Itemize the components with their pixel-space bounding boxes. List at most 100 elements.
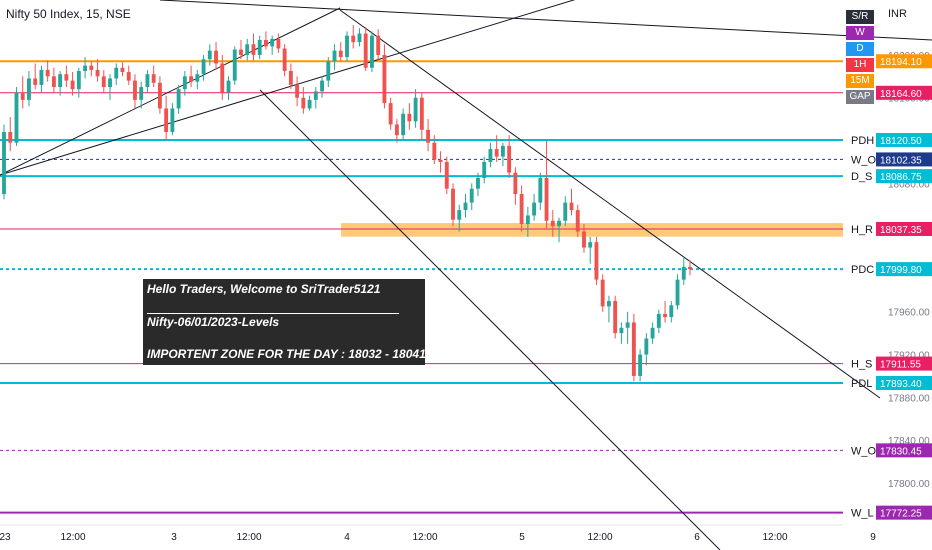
candle-body bbox=[232, 49, 237, 81]
candle-body bbox=[594, 242, 599, 280]
candle-body bbox=[463, 202, 468, 211]
candle-body bbox=[20, 92, 25, 100]
candle-body bbox=[332, 50, 337, 62]
candle-body bbox=[295, 84, 300, 98]
level-price-label: 18086.75 bbox=[880, 172, 922, 183]
candle-body bbox=[89, 65, 94, 70]
y-tick-label: 17920.00 bbox=[888, 351, 930, 362]
candle-body bbox=[494, 149, 499, 157]
toolbar-1h-button[interactable]: 1H bbox=[846, 58, 874, 72]
candle-body bbox=[326, 61, 331, 81]
candle-body bbox=[544, 177, 549, 221]
candle-body bbox=[625, 322, 630, 328]
candle-body bbox=[220, 63, 225, 93]
candle-body bbox=[613, 301, 618, 334]
candle-body bbox=[525, 215, 530, 224]
candle-body bbox=[370, 35, 374, 68]
candle-body bbox=[151, 74, 156, 83]
x-tick-label: 12:00 bbox=[412, 532, 437, 543]
candle-body bbox=[8, 131, 13, 143]
annotation-line-3: IMPORTENT ZONE FOR THE DAY : 18032 - 180… bbox=[147, 347, 426, 361]
x-tick-label: 12:00 bbox=[587, 532, 612, 543]
level-name-label: H_S bbox=[851, 359, 872, 371]
level-price-label: 17830.45 bbox=[880, 446, 922, 457]
level-price-tag bbox=[876, 85, 932, 100]
toolbar-sr-button[interactable]: S/R bbox=[846, 10, 874, 24]
x-tick-label: 4 bbox=[344, 532, 350, 543]
candle-body bbox=[301, 97, 306, 109]
toolbar-gap-button[interactable]: GAP bbox=[846, 90, 874, 104]
candle-body bbox=[195, 74, 200, 82]
candle-body bbox=[669, 305, 674, 318]
x-tick-label: 12:00 bbox=[236, 532, 261, 543]
level-price-tag bbox=[876, 505, 932, 520]
candle-body bbox=[376, 35, 381, 55]
candle-body bbox=[133, 80, 137, 100]
candle-body bbox=[64, 74, 69, 81]
x-tick-label: 12:00 bbox=[60, 532, 85, 543]
candle-body bbox=[76, 70, 81, 90]
candle-body bbox=[214, 50, 218, 64]
candle-body bbox=[108, 78, 112, 88]
candle-body bbox=[557, 220, 561, 227]
trendline bbox=[259, 89, 721, 550]
candle-body bbox=[600, 279, 605, 307]
level-price-label: 18102.35 bbox=[880, 155, 922, 166]
candle-body bbox=[14, 92, 19, 143]
candle-body bbox=[276, 38, 281, 49]
level-price-label: 18037.35 bbox=[880, 225, 922, 236]
candle-body bbox=[500, 145, 505, 157]
candle-body bbox=[45, 69, 50, 77]
toolbar-daily-button[interactable]: D bbox=[846, 42, 874, 56]
candle-body bbox=[569, 202, 574, 211]
candle-body bbox=[606, 301, 611, 307]
y-tick-label: 17880.00 bbox=[888, 393, 930, 404]
candle-body bbox=[563, 202, 568, 221]
level-price-tag bbox=[876, 262, 932, 277]
candle-body bbox=[413, 97, 418, 122]
candle-body bbox=[426, 129, 431, 143]
x-tick-label: 6 bbox=[694, 532, 700, 543]
candle-body bbox=[538, 177, 543, 203]
x-tick-label: 5 bbox=[519, 532, 525, 543]
candle-body bbox=[101, 76, 106, 88]
candle-body bbox=[407, 113, 412, 122]
trendline bbox=[159, 0, 932, 41]
candle-body bbox=[114, 67, 119, 79]
candle-body bbox=[263, 39, 268, 47]
level-price-tag bbox=[876, 356, 932, 371]
level-price-label: 18120.50 bbox=[880, 136, 922, 147]
level-price-tag bbox=[876, 443, 932, 458]
level-name-label: PDH bbox=[851, 135, 874, 147]
candle-body bbox=[313, 91, 318, 100]
candle-body bbox=[432, 142, 437, 160]
candle-body bbox=[257, 39, 262, 55]
level-price-label: 17999.80 bbox=[880, 265, 922, 276]
candle-body bbox=[239, 49, 243, 55]
x-tick-label: 3 bbox=[171, 532, 177, 543]
level-price-tag bbox=[876, 133, 932, 147]
candle-body bbox=[438, 159, 443, 162]
candle-body bbox=[382, 54, 387, 104]
candle-body bbox=[482, 161, 487, 178]
candle-body bbox=[126, 72, 131, 81]
candle-body bbox=[363, 33, 368, 68]
annotation-line-1: Hello Traders, Welcome to SriTrader5121 bbox=[147, 282, 381, 296]
level-price-tag bbox=[876, 169, 932, 184]
candle-body bbox=[394, 124, 399, 136]
candle-body bbox=[388, 103, 393, 125]
candle-body bbox=[176, 89, 181, 109]
candle-body bbox=[507, 145, 512, 173]
annotation-line-2: Nifty-06/01/2023-Levels bbox=[147, 315, 280, 329]
candle-body bbox=[58, 74, 63, 88]
candle-body bbox=[488, 149, 493, 162]
toolbar-15m-button[interactable]: 15M bbox=[846, 74, 874, 88]
toolbar-weekly-button[interactable]: W bbox=[846, 26, 874, 40]
annotation-box: Hello Traders, Welcome to SriTrader5121 … bbox=[143, 279, 426, 365]
trendline bbox=[0, 7, 341, 176]
candle-body bbox=[2, 131, 6, 195]
candle-body bbox=[582, 231, 586, 248]
candle-body bbox=[619, 327, 624, 334]
y-tick-label: 17800.00 bbox=[888, 479, 930, 490]
